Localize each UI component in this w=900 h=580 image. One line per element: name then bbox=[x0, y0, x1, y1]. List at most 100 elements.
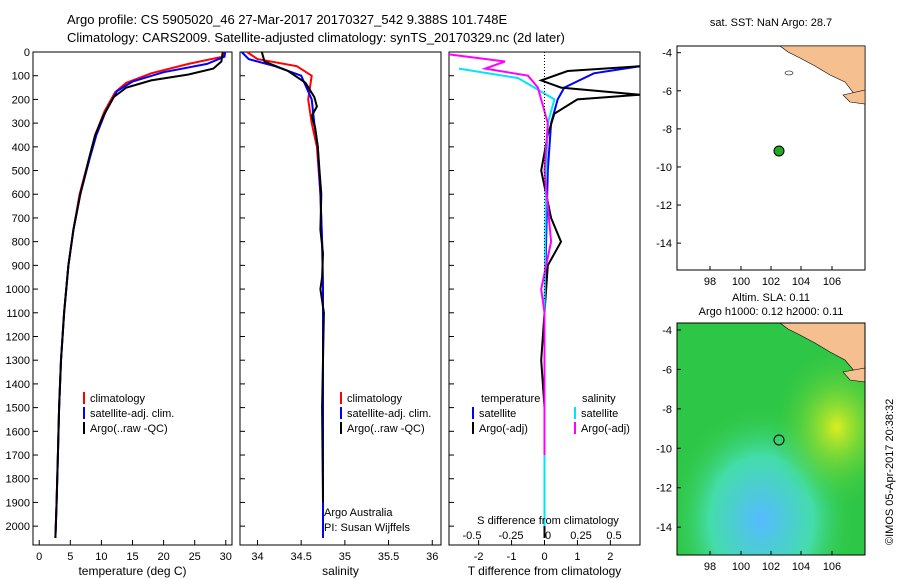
sst-map-ytick-label: -10 bbox=[656, 162, 672, 174]
difference-xtick-label: -1 bbox=[507, 551, 517, 563]
series-line-salinity-satellite bbox=[458, 67, 556, 527]
difference-xtick-label: 2 bbox=[607, 551, 613, 563]
depth-tick-label: 700 bbox=[12, 213, 30, 225]
series-line-salinity-argo-adj- bbox=[448, 53, 553, 455]
salinity-legend-label: satellite-adj. clim. bbox=[347, 408, 431, 420]
temperature-xlabel: temperature (deg C) bbox=[78, 564, 186, 578]
sla-map-xtick-label: 104 bbox=[792, 561, 810, 573]
temperature-legend-label: Argo(..raw -QC) bbox=[90, 423, 168, 435]
sst-map bbox=[676, 45, 866, 271]
difference-legend-label: Argo(-adj) bbox=[479, 423, 528, 435]
legend-title-salinity: salinity bbox=[582, 393, 616, 405]
depth-tick-label: 1900 bbox=[6, 497, 30, 509]
depth-tick-label: 100 bbox=[12, 71, 30, 83]
depth-tick-label: 800 bbox=[12, 237, 30, 249]
sst-map-xtick-label: 102 bbox=[762, 276, 780, 288]
salinity-xtick-label: 34 bbox=[251, 551, 263, 563]
salinity-panel-frame bbox=[239, 51, 442, 546]
sst-map-ytick-label: -14 bbox=[656, 238, 672, 250]
series-line-temperature-satellite bbox=[543, 65, 641, 538]
difference-xtick-label: 0 bbox=[541, 551, 547, 563]
depth-tick-label: 900 bbox=[12, 260, 30, 272]
sla-map-xtick-label: 100 bbox=[732, 561, 750, 573]
salinity-xlabel: salinity bbox=[322, 564, 359, 578]
sst-map-title: sat. SST: NaN Argo: 28.7 bbox=[710, 17, 832, 29]
land-java bbox=[842, 89, 866, 105]
argo-float-marker-2 bbox=[773, 434, 785, 446]
sla-map-xtick-label: 102 bbox=[762, 561, 780, 573]
salinity-legend-label: climatology bbox=[347, 393, 403, 405]
series-line-climatology bbox=[54, 51, 225, 539]
sla-map-subtitle: Argo h1000: 0.12 h2000: 0.11 bbox=[699, 306, 844, 318]
island-contour bbox=[784, 70, 794, 76]
argo-float-marker bbox=[773, 145, 785, 157]
depth-tick-label: 600 bbox=[12, 189, 30, 201]
sla-high-anomaly bbox=[677, 323, 865, 555]
temperature-xtick-label: 0 bbox=[36, 551, 42, 563]
difference-xtick-label: 1 bbox=[574, 551, 580, 563]
sla-map-xtick-label: 98 bbox=[704, 561, 716, 573]
depth-tick-label: 400 bbox=[12, 142, 30, 154]
series-line-temperature-argo-adj- bbox=[538, 65, 641, 538]
sst-map-ytick-label: -4 bbox=[662, 48, 672, 60]
salinity-diff-tick-label: -0.25 bbox=[498, 530, 523, 542]
sla-map-ytick-label: -12 bbox=[656, 483, 672, 495]
depth-tick-label: 2000 bbox=[6, 521, 30, 533]
depth-tick-label: 1600 bbox=[6, 426, 30, 438]
land-sumatra bbox=[779, 45, 866, 101]
salinity-diff-tick-label: 0.5 bbox=[606, 530, 621, 542]
pi-label: PI: Susan Wijffels bbox=[324, 522, 410, 534]
sst-map-xtick-label: 106 bbox=[823, 276, 841, 288]
depth-tick-label: 1300 bbox=[6, 355, 30, 367]
salinity-xtick-label: 34.5 bbox=[290, 551, 311, 563]
salinity-legend-label: Argo(..raw -QC) bbox=[347, 423, 425, 435]
imos-credit: ©IMOS 05-Apr-2017 20:38:32 bbox=[884, 399, 896, 545]
depth-tick-label: 1000 bbox=[6, 284, 30, 296]
depth-tick-label: 300 bbox=[12, 118, 30, 130]
sst-map-frame bbox=[676, 45, 866, 271]
temperature-xtick-label: 5 bbox=[67, 551, 73, 563]
sst-map-xtick-label: 104 bbox=[792, 276, 810, 288]
climatology-title: Climatology: CARS2009. Satellite-adjuste… bbox=[67, 30, 565, 45]
sst-map-ytick-label: -6 bbox=[662, 86, 672, 98]
temperature-xtick-label: 30 bbox=[220, 551, 232, 563]
depth-tick-label: 1400 bbox=[6, 379, 30, 391]
sla-map-ytick-label: -6 bbox=[662, 364, 672, 376]
institution-label: Argo Australia bbox=[324, 507, 393, 519]
depth-tick-label: 1700 bbox=[6, 450, 30, 462]
sst-map-ytick-label: -8 bbox=[662, 124, 672, 136]
sla-map-ytick-label: -8 bbox=[662, 404, 672, 416]
salinity-xtick-label: 36 bbox=[426, 551, 438, 563]
salinity-diff-tick-label: 0.25 bbox=[570, 530, 591, 542]
temperature-panel-frame bbox=[32, 51, 233, 546]
sst-map-xtick-label: 98 bbox=[704, 276, 716, 288]
depth-tick-label: 0 bbox=[24, 47, 30, 59]
sla-map-xtick-label: 106 bbox=[823, 561, 841, 573]
temperature-legend-label: climatology bbox=[90, 393, 146, 405]
difference-xlabel: T difference from climatology bbox=[468, 564, 622, 578]
series-line-satellite-adj-clim- bbox=[54, 51, 227, 539]
depth-tick-label: 1500 bbox=[6, 403, 30, 415]
difference-legend-label: satellite bbox=[581, 408, 618, 420]
salinity-diff-tick-label: 0 bbox=[545, 530, 551, 542]
sla-map bbox=[676, 322, 866, 556]
depth-tick-label: 1100 bbox=[6, 308, 30, 320]
profile-title: Argo profile: CS 5905020_46 27-Mar-2017 … bbox=[67, 12, 508, 27]
depth-tick-label: 1800 bbox=[6, 474, 30, 486]
salinity-xtick-label: 35 bbox=[339, 551, 351, 563]
difference-legend-label: satellite bbox=[479, 408, 516, 420]
series-line-satellite-adj-clim- bbox=[240, 51, 324, 538]
sla-map-ytick-label: -4 bbox=[662, 325, 672, 337]
depth-tick-label: 1200 bbox=[6, 331, 30, 343]
sla-map-ytick-label: -10 bbox=[656, 443, 672, 455]
temperature-xtick-label: 25 bbox=[189, 551, 201, 563]
temperature-xtick-label: 20 bbox=[157, 551, 169, 563]
temperature-xtick-label: 15 bbox=[126, 551, 138, 563]
sla-map-title: Altim. SLA: 0.11 bbox=[732, 292, 810, 304]
legend-title-temperature: temperature bbox=[481, 393, 540, 405]
sst-map-xtick-label: 100 bbox=[732, 276, 750, 288]
temperature-legend-label: satellite-adj. clim. bbox=[90, 408, 174, 420]
difference-xtick-label: -2 bbox=[474, 551, 484, 563]
depth-tick-label: 500 bbox=[12, 166, 30, 178]
